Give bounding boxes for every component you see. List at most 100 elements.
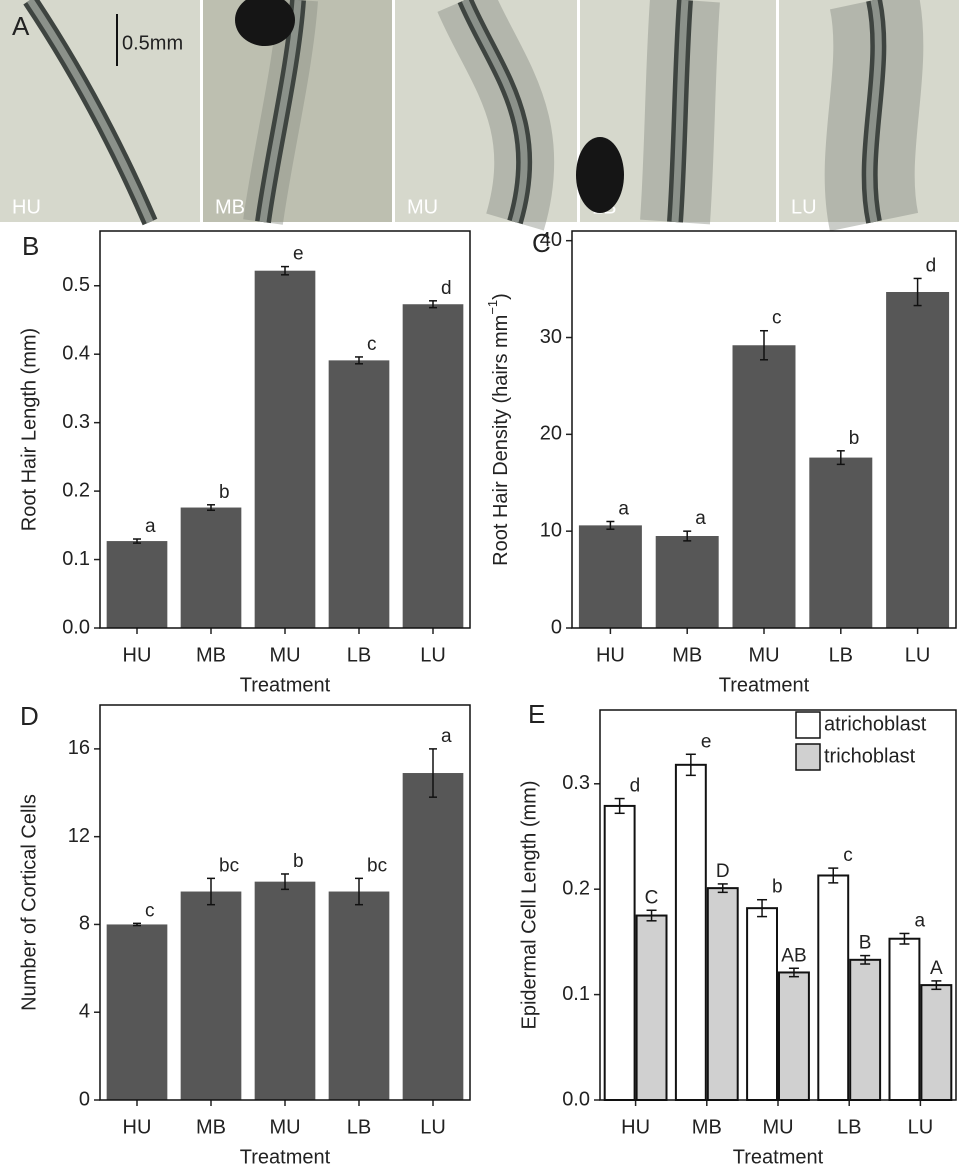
significance-letter: D <box>716 861 730 882</box>
root-core <box>461 0 528 223</box>
y-tick-label: 10 <box>540 519 562 541</box>
significance-letter: b <box>849 428 860 449</box>
legend-swatch <box>795 743 821 771</box>
bar <box>886 292 950 628</box>
bar <box>809 457 873 628</box>
bar <box>254 270 316 628</box>
x-tick-label: MU <box>748 644 779 666</box>
bar <box>778 971 810 1102</box>
y-tick-label: 0.2 <box>62 479 90 501</box>
plot-frame <box>571 230 957 629</box>
image-label: MB <box>215 196 245 218</box>
micrograph: LB <box>580 0 776 225</box>
x-tick-label: MU <box>269 1116 300 1138</box>
panel-label: B <box>22 231 39 261</box>
significance-letter: C <box>645 887 659 908</box>
x-axis-label: Treatment <box>719 674 810 696</box>
y-axis-label-tail: ) <box>490 293 512 300</box>
significance-letter: A <box>930 958 943 979</box>
significance-letter: d <box>441 278 452 299</box>
y-tick-label: 0.1 <box>62 548 90 570</box>
x-tick-label: MU <box>269 644 300 666</box>
y-tick-label: 20 <box>540 423 562 445</box>
y-tick-label: 0.5 <box>62 274 90 296</box>
root-core <box>866 0 882 223</box>
significance-letter: c <box>145 900 155 921</box>
y-tick-label: 0.3 <box>562 772 590 794</box>
bar <box>603 804 636 1102</box>
significance-letter: d <box>630 776 641 797</box>
x-tick-label: HU <box>123 1116 152 1138</box>
y-tick-label: 4 <box>79 1001 90 1023</box>
significance-letter: bc <box>219 855 239 876</box>
seed <box>235 0 295 46</box>
micrograph: HU <box>0 0 200 226</box>
panel-label: D <box>20 701 39 731</box>
significance-letter: a <box>618 499 629 520</box>
x-tick-label: MB <box>196 1116 226 1138</box>
plot-frame <box>99 230 471 629</box>
bar <box>254 881 316 1100</box>
x-tick-label: LB <box>347 644 371 666</box>
y-tick-label: 30 <box>540 326 562 348</box>
significance-letter: a <box>145 516 156 537</box>
x-tick-label: MB <box>672 644 702 666</box>
y-tick-label: 0.3 <box>62 411 90 433</box>
significance-letter: b <box>219 482 230 503</box>
y-tick-label: 0 <box>79 1088 90 1110</box>
significance-letter: bc <box>367 855 387 876</box>
significance-letter: e <box>293 244 304 265</box>
root-core <box>259 0 302 223</box>
bar <box>920 984 953 1101</box>
x-axis-label: Treatment <box>240 1146 331 1168</box>
bar <box>849 958 882 1101</box>
significance-letter: a <box>695 508 706 529</box>
significance-letter: a <box>441 726 452 747</box>
bar <box>817 874 850 1102</box>
root-core <box>27 0 154 224</box>
micrograph: LU <box>779 0 959 232</box>
significance-letter: a <box>914 910 925 931</box>
bar <box>180 507 242 628</box>
significance-letter: c <box>843 845 853 866</box>
bar <box>106 924 168 1100</box>
y-axis-label: Root Hair Density (hairs mm−1) <box>485 293 512 566</box>
bar <box>402 773 464 1100</box>
x-tick-label: MB <box>692 1116 722 1138</box>
bar <box>674 763 707 1101</box>
x-tick-label: MU <box>762 1116 793 1138</box>
significance-letter: c <box>772 308 782 329</box>
x-tick-label: LU <box>420 644 446 666</box>
y-axis-label: Epidermal Cell Length (mm) <box>518 781 540 1030</box>
y-tick-label: 0.0 <box>62 616 90 638</box>
significance-letter: e <box>701 731 712 752</box>
scale-bar-label: 0.5mm <box>122 32 183 54</box>
significance-letter: b <box>293 851 304 872</box>
x-tick-label: MB <box>196 644 226 666</box>
bar <box>888 937 921 1101</box>
image-label: MU <box>407 196 438 218</box>
bar <box>180 891 242 1100</box>
bar <box>402 304 464 628</box>
y-tick-label: 0 <box>551 616 562 638</box>
y-tick-label: 8 <box>79 913 90 935</box>
significance-letter: b <box>772 877 783 898</box>
y-tick-label: 0.0 <box>562 1088 590 1110</box>
bar <box>328 360 390 628</box>
y-tick-label: 0.4 <box>62 342 90 364</box>
x-tick-label: LB <box>347 1116 371 1138</box>
x-tick-label: LB <box>837 1116 861 1138</box>
bar <box>328 891 390 1100</box>
plot-frame <box>599 709 957 1101</box>
micrograph: MB <box>203 0 392 225</box>
x-axis-label: Treatment <box>240 674 331 696</box>
y-axis-label: Number of Cortical Cells <box>18 794 40 1011</box>
y-tick-label: 16 <box>68 737 90 759</box>
root-core <box>671 0 689 223</box>
significance-letter: AB <box>781 945 806 966</box>
x-tick-label: LU <box>905 644 931 666</box>
y-axis-label-text: Root Hair Density (hairs mm <box>490 315 512 566</box>
seed <box>576 137 624 213</box>
x-tick-label: LB <box>829 644 853 666</box>
